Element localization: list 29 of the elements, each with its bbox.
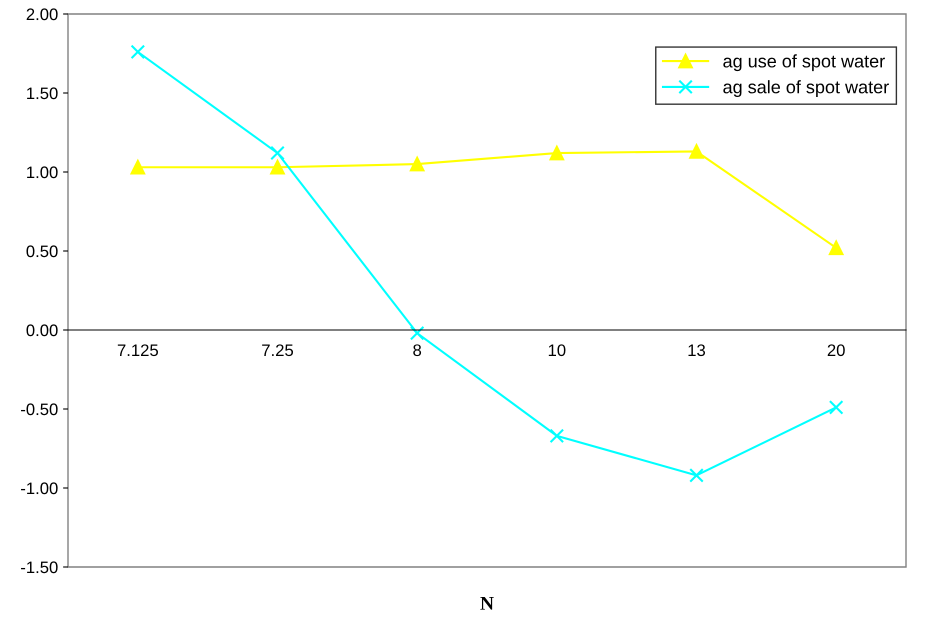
point	[828, 240, 844, 256]
point	[410, 326, 424, 340]
point	[828, 400, 844, 415]
x-tick-label: 13	[688, 344, 706, 356]
legend-label: ag sale of spot water	[723, 80, 889, 97]
x-tick-label: 7.25	[262, 344, 294, 356]
y-tick-label: -0.50	[21, 403, 58, 416]
point	[550, 146, 564, 160]
y-tick-label: 1.50	[27, 87, 58, 100]
y-tick-label: 0.00	[26, 324, 58, 336]
y-tick-label: 0.50	[26, 245, 58, 258]
point	[689, 468, 704, 483]
x-axis-title: N	[480, 596, 494, 610]
point	[130, 160, 146, 175]
point	[270, 146, 285, 160]
y-tick-label: -1.00	[21, 482, 58, 494]
point	[410, 156, 424, 172]
x-tick-label: 20	[828, 344, 845, 356]
point	[130, 44, 146, 60]
y-tick-label: -1.50	[21, 561, 58, 574]
legend-label: ag use of spot water	[723, 54, 885, 72]
x-tick-label: 8	[413, 344, 422, 356]
x-tick-label: 10	[548, 344, 566, 356]
y-tick-label: 1.00	[27, 166, 58, 178]
y-tick-label: 2.00	[26, 8, 58, 20]
point	[270, 160, 285, 175]
point	[689, 144, 704, 159]
point	[550, 428, 564, 444]
x-tick-label: 7.125	[118, 344, 158, 356]
